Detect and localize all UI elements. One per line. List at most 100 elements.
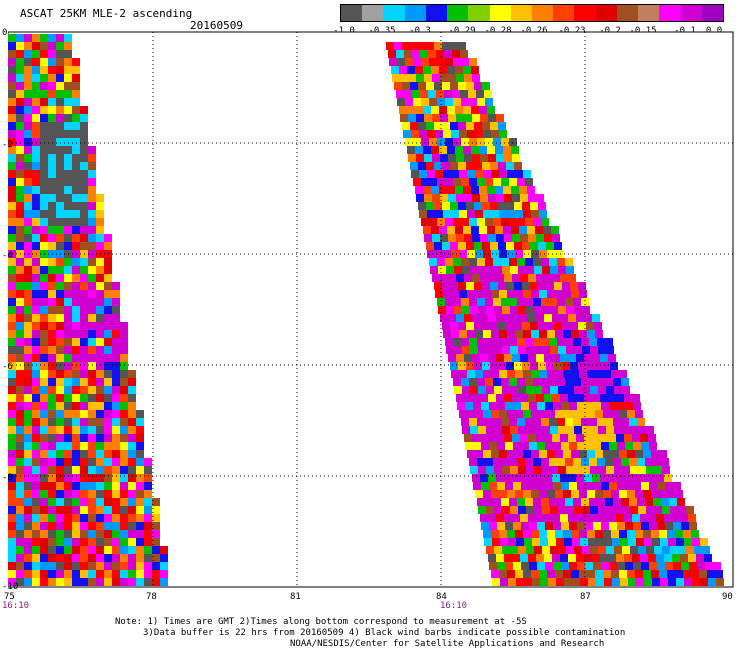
swath-cell [456,194,464,202]
swath-cell [412,50,420,58]
swath-cell [645,498,653,506]
swath-cell [112,498,120,506]
swath-cell [546,242,554,250]
swath-cell [128,514,136,522]
swath-cell [88,554,96,562]
swath-cell [128,434,136,442]
swath-cell [432,74,440,82]
swath-cell [523,530,531,538]
swath-cell [64,290,72,298]
swath-cell [48,82,56,90]
swath-cell [440,74,448,82]
swath-cell [112,394,120,402]
swath-cell [24,50,32,58]
swath-cell [80,306,88,314]
swath-cell [467,250,475,258]
swath-cell [423,226,431,234]
swath-cell [40,178,48,186]
note-line-1: Note: 1) Times are GMT 2)Times along bot… [115,617,527,627]
swath-cell [144,458,152,466]
swath-cell [152,562,160,570]
swath-cell [565,498,573,506]
swath-cell [643,570,651,578]
swath-cell [48,74,56,82]
swath-cell [638,506,646,514]
swath-cell [128,498,136,506]
swath-cell [648,434,656,442]
swath-cell [675,530,683,538]
swath-cell [400,74,408,82]
swath-cell [675,490,683,498]
swath-cell [160,554,168,562]
legend-label-8: -0.15 [629,26,657,36]
swath-cell [458,42,466,50]
swath-cell [80,562,88,570]
swath-cell [88,242,96,250]
swath-cell [595,530,603,538]
swath-cell [514,282,522,290]
swath-cell [534,306,542,314]
swath-cell [545,522,553,530]
swath-cell [632,474,640,482]
swath-cell [509,338,517,346]
swath-cell [16,322,24,330]
swath-cell [104,434,112,442]
swath-cell [72,218,80,226]
swath-cell [576,394,584,402]
swath-cell [24,282,32,290]
swath-cell [523,170,531,178]
swath-cell [538,282,546,290]
swath-cell [136,578,144,586]
swath-cell [96,426,104,434]
swath-cell [8,154,16,162]
swath-cell [64,354,72,362]
swath-cell [459,170,467,178]
swath-cell [517,298,525,306]
swath-cell [160,562,168,570]
swath-cell [544,434,552,442]
swath-cell [16,170,24,178]
swath-cell [502,346,510,354]
swath-cell [530,282,538,290]
swath-cell [485,378,493,386]
swath-cell [72,146,80,154]
swath-cell [48,530,56,538]
swath-cell [469,418,477,426]
swath-cell [88,546,96,554]
swath-cell [657,522,665,530]
swath-cell [560,434,568,442]
swath-cell [96,346,104,354]
swath-cell [56,162,64,170]
swath-cell [633,482,641,490]
swath-cell [517,498,525,506]
swath-cell [611,370,619,378]
swath-cell [96,554,104,562]
swath-cell [112,386,120,394]
swath-cell [472,354,480,362]
swath-cell [104,338,112,346]
swath-cell [72,482,80,490]
swath-cell [627,490,635,498]
swath-cell [467,170,475,178]
swath-cell [485,418,493,426]
swath-cell [499,410,507,418]
swath-cell [563,330,571,338]
swath-cell [582,346,590,354]
swath-cell [659,490,667,498]
legend-swatch-13 [616,5,639,21]
swath-cell [464,274,472,282]
swath-cell [477,218,485,226]
swath-cell [531,290,539,298]
swath-cell [506,282,514,290]
swath-cell [592,514,600,522]
swath-cell [88,186,96,194]
swath-cell [493,458,501,466]
swath-cell [56,482,64,490]
swath-cell [72,130,80,138]
swath-cell [472,114,480,122]
swath-cell [560,314,568,322]
swath-cell [458,282,466,290]
swath-cell [601,402,609,410]
swath-cell [659,450,667,458]
swath-cell [64,162,72,170]
